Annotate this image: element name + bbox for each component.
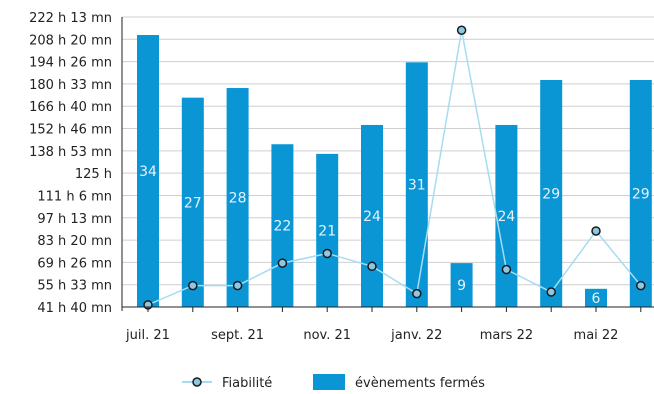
bar xyxy=(450,263,473,307)
bar xyxy=(629,79,652,307)
line-point xyxy=(188,280,198,291)
bar-label: 29 xyxy=(542,186,560,202)
legend-label-line: Fiabilité xyxy=(222,376,272,391)
bar-label: 24 xyxy=(363,209,381,225)
bar xyxy=(495,124,518,307)
bar xyxy=(316,153,339,307)
bar-label: 28 xyxy=(229,191,247,207)
bar xyxy=(226,88,249,307)
bar-label: 9 xyxy=(457,278,466,294)
y-tick-label: 166 h 40 mn xyxy=(29,100,112,115)
bar-label: 27 xyxy=(184,195,202,211)
y-tick-label: 194 h 26 mn xyxy=(29,56,112,71)
bar-label: 21 xyxy=(318,223,336,239)
y-tick-label: 138 h 53 mn xyxy=(29,145,112,160)
bar-label: 34 xyxy=(139,164,157,180)
legend-marker-swatch xyxy=(192,377,202,387)
y-tick-label: 69 h 26 mn xyxy=(37,256,112,271)
x-tick-label: mars 22 xyxy=(480,328,533,343)
bar-label: 31 xyxy=(408,178,426,194)
legend-item-bars: évènements fermés xyxy=(313,374,485,391)
bar-value-labels: 34 27 28 22 21 24 31 9 24 29 6 29 xyxy=(139,164,650,307)
x-axis: juil. 21 sept. 21 nov. 21 janv. 22 mars 22 ma… xyxy=(122,306,654,343)
bar xyxy=(540,79,563,307)
y-tick-label: 208 h 20 mn xyxy=(29,33,112,48)
y-tick-label: 41 h 40 mn xyxy=(37,301,112,316)
legend-label-bars: évènements fermés xyxy=(355,376,485,391)
bars-series xyxy=(137,35,652,308)
y-tick-label: 125 h xyxy=(75,167,112,182)
bar xyxy=(585,288,607,307)
line-point xyxy=(636,280,646,291)
x-tick-label: nov. 21 xyxy=(303,328,351,343)
legend-bar-swatch xyxy=(313,374,345,390)
line-series xyxy=(143,25,646,310)
line-point xyxy=(546,287,556,297)
line-point xyxy=(367,261,377,272)
bar-label: 24 xyxy=(497,209,515,225)
line-point xyxy=(232,280,243,291)
legend: Fiabilité évènements fermés xyxy=(182,374,485,391)
y-tick-label: 83 h 20 mn xyxy=(37,234,112,249)
bar-label: 22 xyxy=(273,219,291,235)
bar-label: 6 xyxy=(592,291,601,307)
bar xyxy=(181,97,204,307)
line-point xyxy=(591,226,601,236)
bar-label: 29 xyxy=(632,186,650,202)
x-tick-label: janv. 22 xyxy=(390,328,442,343)
y-tick-label: 152 h 46 mn xyxy=(29,123,112,138)
line-point xyxy=(456,25,467,35)
x-tick-label: sept. 21 xyxy=(211,328,264,343)
grid-lines xyxy=(121,16,654,311)
bar xyxy=(361,124,383,307)
y-axis-tick-labels: 41 h 40 mn 55 h 33 mn 69 h 26 mn 83 h 20 mn… xyxy=(29,11,112,316)
x-tick-label: juil. 21 xyxy=(125,328,170,343)
line-point xyxy=(322,248,332,259)
y-tick-label: 55 h 33 mn xyxy=(37,279,112,294)
bar xyxy=(405,62,428,308)
x-tick-label: mai 22 xyxy=(574,328,619,343)
line-point xyxy=(501,264,512,275)
line-path xyxy=(147,30,642,306)
y-tick-label: 111 h 6 mn xyxy=(37,189,112,204)
bar xyxy=(137,35,159,307)
line-point xyxy=(412,288,422,299)
line-point xyxy=(277,258,288,268)
y-tick-label: 180 h 33 mn xyxy=(29,78,112,93)
y-tick-label: 222 h 13 mn xyxy=(29,11,112,26)
y-tick-label: 97 h 13 mn xyxy=(37,212,112,227)
legend-item-line: Fiabilité xyxy=(182,376,272,391)
